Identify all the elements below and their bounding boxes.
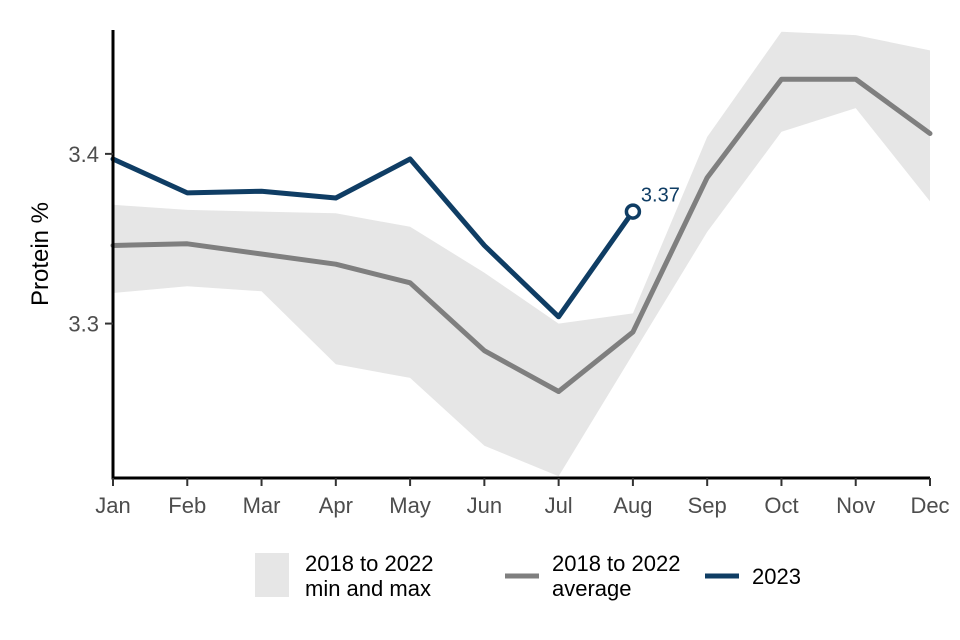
legend-label-line2: average: [552, 576, 632, 601]
legend-item-2: 2023: [705, 564, 801, 589]
annotation-layer: 3.37: [624, 185, 680, 220]
x-tick-label: Dec: [910, 493, 949, 518]
x-tick-label: Mar: [243, 493, 281, 518]
legend-swatch-band: [255, 553, 289, 597]
range-band: [113, 31, 930, 477]
x-tick-label: Jul: [545, 493, 573, 518]
x-tick-label: Feb: [168, 493, 206, 518]
legend-label-line1: 2018 to 2022: [552, 551, 680, 576]
x-tick-label: Oct: [764, 493, 798, 518]
series-lines-layer: [110, 76, 933, 394]
x-tick-label: Aug: [613, 493, 652, 518]
series-line-1: [110, 156, 636, 320]
axes-layer: [111, 30, 930, 480]
x-tick-label: Jun: [467, 493, 502, 518]
y-axis-title: Protein %: [27, 202, 54, 306]
x-tick-label: Nov: [836, 493, 875, 518]
annotation-label: 3.37: [641, 185, 680, 207]
x-tick-label: Jan: [95, 493, 130, 518]
y-tick-label: 3.3: [68, 312, 99, 337]
legend-label-line2: min and max: [305, 576, 431, 601]
y-tick-label: 3.4: [68, 142, 99, 167]
x-tick-label: Sep: [688, 493, 727, 518]
x-tick-label: Apr: [319, 493, 353, 518]
legend-label: 2023: [752, 564, 801, 589]
range-band-layer: [113, 31, 930, 477]
series-line-0: [110, 76, 933, 394]
ticks-layer: Jan Feb Mar Apr May Jun Jul Aug Sep Oct Nov Dec 3.3 3…: [68, 142, 949, 518]
x-tick-label: May: [389, 493, 431, 518]
legend-label-line1: 2018 to 2022: [305, 551, 433, 576]
annotation-point-marker: [624, 203, 642, 220]
